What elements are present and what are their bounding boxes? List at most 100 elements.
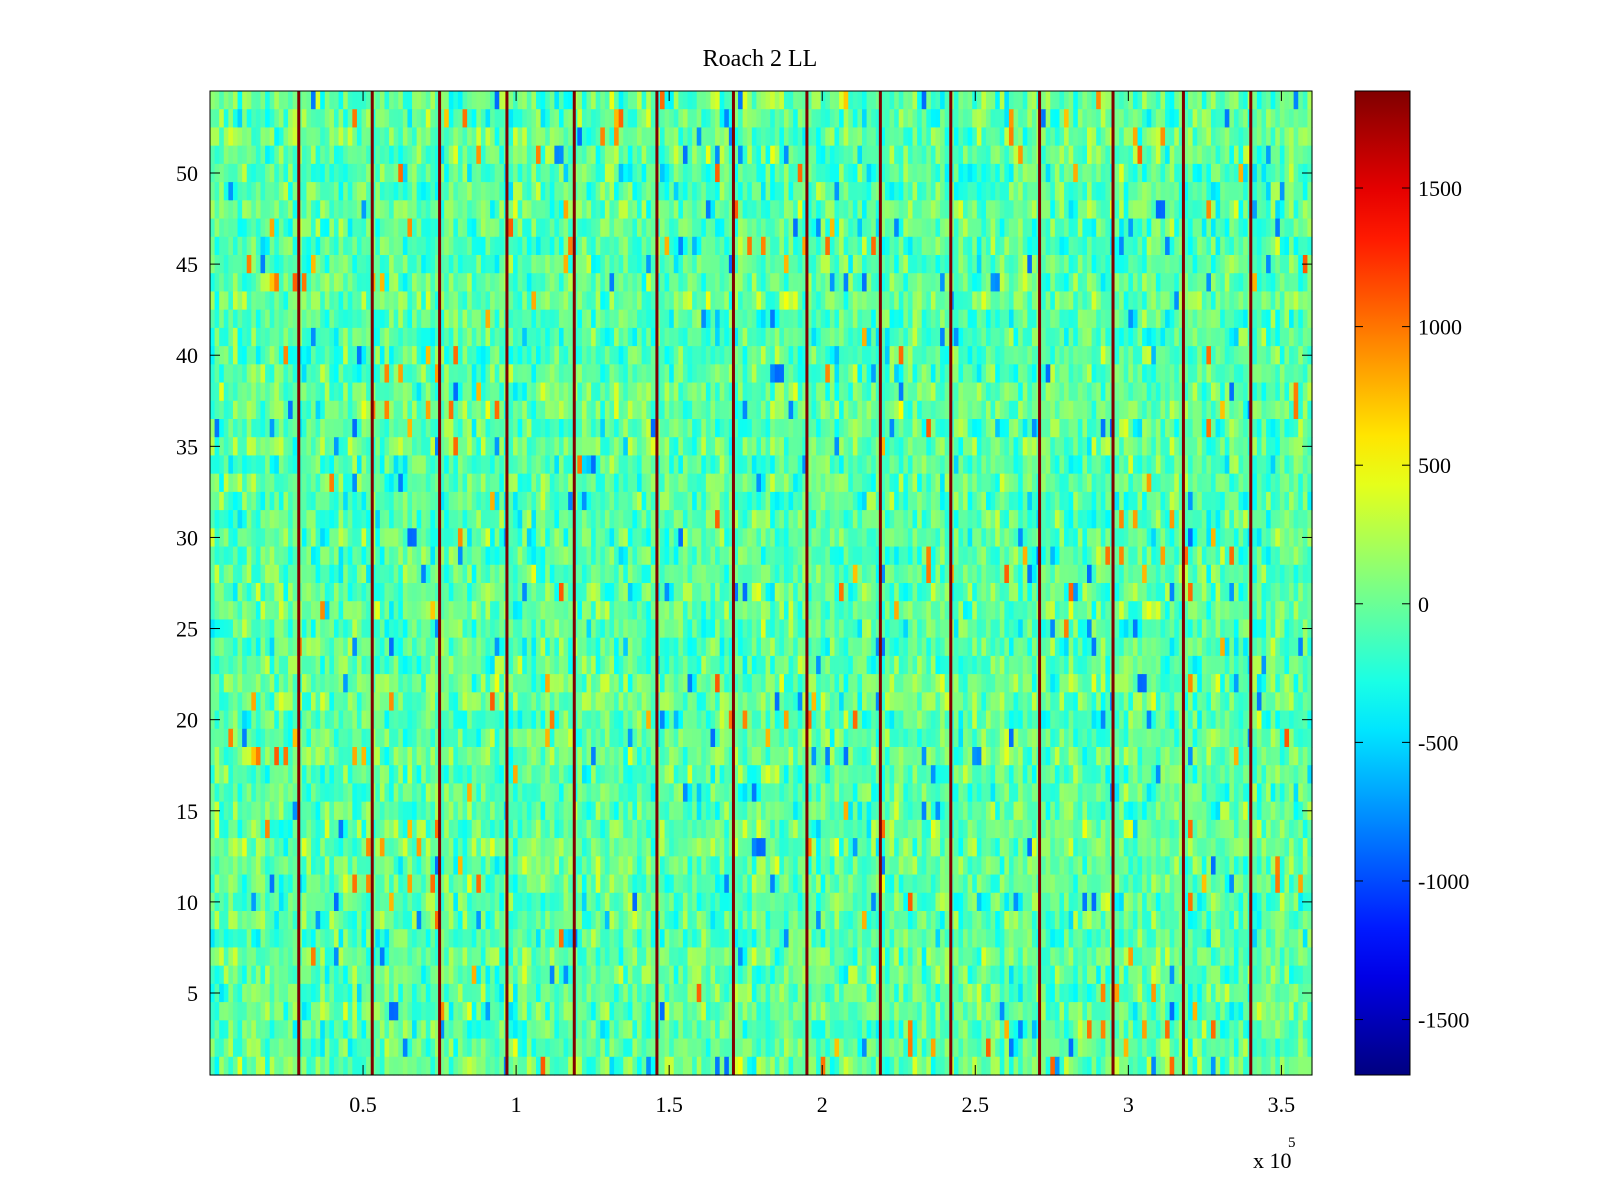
heatmap-cell: [1123, 163, 1129, 183]
heatmap-cell: [219, 255, 225, 274]
heatmap-cell: [421, 455, 427, 475]
heatmap-cell: [967, 364, 973, 384]
heatmap-cell: [659, 400, 666, 420]
heatmap-cell: [967, 127, 973, 147]
heatmap-cell: [1100, 91, 1106, 110]
heatmap-cell: [705, 382, 712, 402]
heatmap-cell: [531, 455, 537, 475]
heatmap-cell: [724, 455, 730, 475]
heatmap-cell: [1146, 400, 1152, 420]
heatmap-cell: [476, 309, 482, 329]
heatmap-cell: [627, 145, 634, 165]
heatmap-cell: [1018, 182, 1024, 201]
heatmap-cell: [306, 236, 312, 256]
heatmap-cell: [857, 382, 863, 402]
heatmap-cell: [600, 273, 606, 293]
heatmap-cell: [412, 364, 418, 384]
heatmap-cell: [453, 309, 459, 329]
heatmap-cell: [659, 163, 666, 183]
heatmap-cell: [1073, 437, 1079, 457]
heatmap-cell: [1279, 182, 1286, 201]
heatmap-cell: [1087, 200, 1093, 220]
heatmap-cell: [930, 327, 937, 347]
heatmap-cell: [1045, 91, 1051, 110]
heatmap-cell: [1243, 273, 1249, 293]
heatmap-cell: [402, 346, 409, 365]
heatmap-cell: [1087, 419, 1093, 438]
heatmap-cell: [944, 255, 950, 274]
heatmap-cell: [1307, 309, 1313, 329]
heatmap-cell: [274, 200, 280, 220]
heatmap-cell: [673, 255, 679, 274]
heatmap-cell: [540, 255, 546, 274]
heatmap-cell: [884, 218, 891, 238]
heatmap-cell: [558, 437, 565, 457]
heatmap-cell: [953, 91, 960, 110]
heatmap-cell: [536, 218, 542, 238]
heatmap-cell: [278, 419, 285, 438]
heatmap-cell: [1059, 364, 1065, 384]
heatmap-cell: [1114, 145, 1120, 165]
heatmap-cell: [687, 419, 693, 438]
heatmap-cell: [558, 382, 565, 402]
heatmap-cell: [1188, 327, 1194, 347]
heatmap-cell: [609, 236, 615, 256]
heatmap-cell: [471, 182, 477, 201]
heatmap-cell: [416, 200, 422, 220]
heatmap-cell: [747, 437, 753, 457]
heatmap-cell: [953, 327, 960, 347]
heatmap-cell: [1013, 437, 1019, 457]
heatmap-cell: [1183, 309, 1189, 329]
heatmap-cell: [1233, 236, 1240, 256]
heatmap-cell: [255, 163, 262, 183]
heatmap-cell: [434, 200, 441, 220]
heatmap-cell: [1192, 273, 1198, 293]
heatmap-cell: [375, 236, 381, 256]
heatmap-cell: [540, 273, 546, 293]
heatmap-cell: [375, 91, 381, 110]
heatmap-cell: [255, 109, 262, 129]
heatmap-cell: [329, 309, 335, 329]
heatmap-cell: [912, 218, 918, 238]
heatmap-cell: [568, 437, 574, 457]
heatmap-cell: [499, 255, 505, 274]
heatmap-cell: [384, 218, 390, 238]
heatmap-cell: [967, 382, 973, 402]
heatmap-cell: [366, 163, 372, 183]
heatmap-cell: [1013, 236, 1019, 256]
heatmap-cell: [1022, 145, 1028, 165]
heatmap-cell: [1206, 218, 1212, 238]
heatmap-cell: [1100, 182, 1106, 201]
heatmap-cell: [1064, 236, 1070, 256]
heatmap-cell: [421, 364, 427, 384]
heatmap-cell: [228, 400, 234, 420]
heatmap-cell: [884, 127, 891, 147]
heatmap-cell: [1146, 364, 1152, 384]
heatmap-cell: [522, 91, 528, 110]
heatmap-cell: [1243, 127, 1249, 147]
heatmap-cell: [650, 437, 656, 457]
heatmap-cell: [439, 109, 445, 129]
heatmap-cell: [852, 382, 859, 402]
heatmap-cell: [315, 419, 321, 438]
heatmap-cell: [536, 400, 542, 420]
heatmap-cell: [1243, 309, 1249, 329]
heatmap-cell: [985, 291, 992, 311]
heatmap-cell: [384, 309, 390, 329]
heatmap-cell: [384, 291, 390, 311]
heatmap-cell: [627, 400, 634, 420]
heatmap-cell: [558, 309, 565, 329]
heatmap-cell: [1270, 200, 1276, 220]
heatmap-cell: [834, 255, 840, 274]
heatmap-cell: [889, 309, 895, 329]
heatmap-cell: [669, 127, 675, 147]
heatmap-cell: [1178, 291, 1185, 311]
heatmap-cell: [389, 218, 395, 238]
heatmap-cell: [352, 455, 358, 475]
heatmap-cell: [816, 346, 822, 365]
heatmap-cell: [301, 109, 308, 129]
heatmap-cell: [412, 200, 418, 220]
heatmap-cell: [1045, 182, 1051, 201]
heatmap-cell: [1087, 346, 1093, 365]
heatmap-cell: [219, 91, 225, 110]
